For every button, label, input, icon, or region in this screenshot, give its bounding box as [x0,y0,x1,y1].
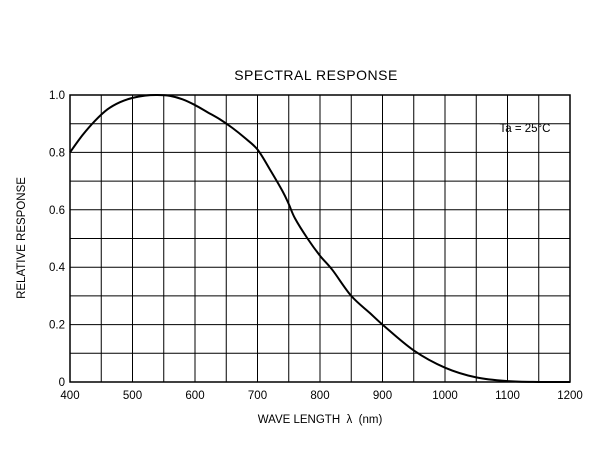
x-tick-label: 900 [373,390,392,402]
x-tick-label: 1100 [495,390,520,402]
x-tick-label: 500 [123,390,142,402]
chart-title: SPECTRAL RESPONSE [234,67,398,83]
y-tick-labels: 0 0.2 0.4 0.6 0.8 1.0 [49,90,66,389]
y-tick-label: 0.4 [49,262,66,274]
x-tick-label: 1000 [432,390,458,402]
y-tick-label: 0.8 [49,147,65,159]
x-tick-labels: 400 500 600 700 800 900 1000 1100 1200 [60,390,582,402]
spectral-response-curve [69,93,571,384]
y-tick-label: 0 [59,377,65,389]
x-tick-label: 600 [185,390,204,402]
y-axis-label: RELATIVE RESPONSE [16,177,28,299]
temperature-annotation: Ta = 25°C [500,123,551,135]
x-tick-label: 700 [248,390,267,402]
plot-border [69,94,571,383]
x-tick-label: 400 [60,390,79,402]
y-tick-label: 0.6 [49,205,65,217]
x-tick-label: 800 [310,390,329,402]
y-tick-label: 0.2 [49,320,65,332]
grid [70,95,570,382]
x-tick-label: 1200 [557,390,583,402]
x-axis-label: WAVE LENGTH λ (nm) [258,414,383,426]
plot-frame [69,94,571,383]
y-tick-label: 1.0 [49,90,65,102]
